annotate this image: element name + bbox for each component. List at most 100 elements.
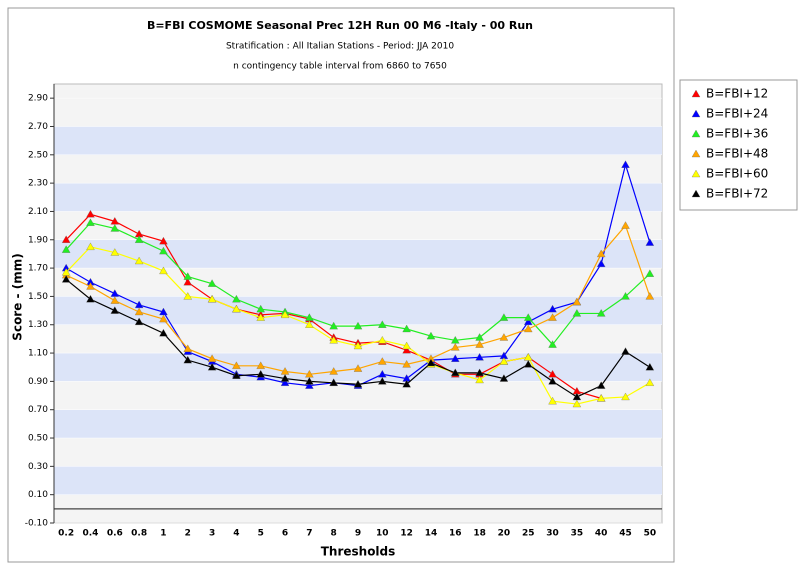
y-tick-label: 2.90: [28, 94, 48, 104]
point: [353, 379, 363, 388]
point: [232, 294, 241, 303]
point: [596, 249, 606, 258]
point: [523, 324, 533, 333]
point: [499, 374, 509, 382]
legend-label: B=FBI+24: [706, 107, 768, 121]
legend-label: B=FBI+72: [706, 187, 768, 201]
point: [402, 345, 411, 354]
point: [110, 296, 120, 304]
point: [159, 328, 168, 337]
x-tick-label: 0.8: [131, 529, 147, 539]
band: [54, 183, 662, 212]
x-tick-label: 7: [306, 529, 312, 539]
point: [183, 277, 193, 286]
point: [378, 336, 387, 344]
point: [159, 236, 168, 245]
legend-marker: [691, 109, 701, 118]
point: [232, 361, 241, 369]
point: [621, 347, 630, 355]
point: [232, 304, 241, 313]
point: [256, 361, 265, 369]
point: [256, 304, 265, 313]
point: [329, 378, 338, 386]
point: [572, 399, 582, 408]
point: [645, 362, 655, 371]
y-tick-label: 1.30: [28, 320, 48, 330]
point: [402, 360, 411, 368]
point: [159, 246, 168, 255]
point: [596, 394, 606, 402]
point: [207, 279, 217, 287]
point: [329, 321, 338, 330]
point: [280, 374, 290, 382]
point: [645, 292, 655, 300]
legend-marker: [691, 149, 701, 158]
point: [207, 294, 217, 303]
point: [353, 321, 363, 330]
point: [134, 256, 144, 265]
legend-box: [679, 79, 798, 211]
point: [548, 340, 557, 348]
x-tick-label: 0.6: [107, 529, 123, 539]
point: [475, 368, 484, 377]
point: [645, 238, 655, 246]
point: [426, 358, 436, 367]
y-tick-label: 1.10: [28, 349, 48, 359]
x-tick-label: 0.2: [58, 529, 74, 539]
y-tick-label: 2.30: [28, 179, 48, 189]
legend-label: B=FBI+48: [706, 147, 768, 161]
legend-label: B=FBI+12: [706, 87, 768, 101]
band: [54, 296, 662, 325]
x-tick-label: 20: [498, 529, 511, 539]
point: [61, 275, 71, 283]
point: [159, 266, 168, 275]
x-tick-label: 18: [473, 529, 486, 539]
point: [621, 221, 630, 229]
y-tick-label: 0.30: [28, 462, 48, 472]
point: [402, 324, 411, 333]
y-tick-label: 0.70: [28, 405, 48, 415]
point: [499, 357, 509, 365]
x-tick-label: 50: [644, 529, 657, 539]
point: [256, 370, 265, 378]
point: [305, 377, 314, 385]
point: [207, 354, 217, 362]
point: [475, 353, 484, 361]
point: [645, 378, 655, 386]
point: [134, 317, 144, 326]
point: [159, 314, 168, 323]
chart-subtitle: Stratification : All Italian Stations - …: [226, 42, 454, 52]
point: [305, 381, 314, 389]
point: [183, 355, 193, 364]
point: [451, 354, 460, 362]
y-tick-label: 1.70: [28, 264, 48, 274]
legend-label: B=FBI+60: [706, 167, 768, 181]
x-tick-label: 4: [233, 529, 239, 539]
legend-marker: [691, 189, 701, 198]
band: [54, 126, 662, 155]
x-tick-label: 2: [185, 529, 191, 539]
point: [110, 306, 120, 314]
x-tick-label: 10: [376, 529, 389, 539]
point: [596, 381, 606, 389]
point: [110, 224, 120, 232]
point: [183, 272, 193, 280]
x-tick-label: 9: [355, 529, 361, 539]
point: [86, 218, 95, 226]
point: [426, 331, 436, 340]
x-axis-label: Thresholds: [321, 545, 396, 559]
x-tick-label: 3: [209, 529, 215, 539]
point: [523, 360, 533, 368]
point: [305, 320, 314, 328]
point: [548, 304, 557, 313]
point: [134, 235, 144, 243]
y-tick-label: 0.50: [28, 434, 48, 444]
point: [572, 392, 582, 401]
point: [329, 336, 338, 344]
x-tick-label: 14: [425, 529, 438, 539]
point: [353, 341, 363, 350]
point: [86, 209, 95, 218]
point: [134, 307, 144, 316]
point: [232, 371, 241, 379]
